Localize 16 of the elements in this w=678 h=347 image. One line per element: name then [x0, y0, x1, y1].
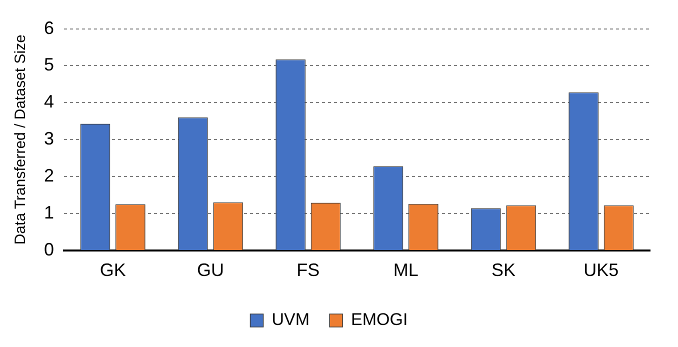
legend-label: EMOGI	[351, 310, 408, 330]
x-tick-label: UK5	[584, 260, 619, 280]
x-tick-label: GK	[100, 260, 126, 280]
y-tick-label: 1	[44, 202, 54, 222]
y-tick-label: 3	[44, 128, 54, 149]
x-tick-label: FS	[296, 260, 320, 280]
y-tick-label: 5	[44, 54, 54, 75]
x-tick-label: GU	[197, 260, 224, 280]
legend-label: UVM	[272, 310, 310, 330]
x-tick-label: ML	[393, 260, 418, 280]
x-tick-label: SK	[491, 260, 516, 280]
y-tick-label: 0	[44, 239, 54, 260]
y-tick-label: 2	[44, 166, 54, 186]
y-axis-title: Data Transferred / Dataset Size	[12, 34, 30, 245]
y-tick-label: 6	[44, 18, 54, 38]
y-tick-label: 4	[44, 92, 54, 112]
